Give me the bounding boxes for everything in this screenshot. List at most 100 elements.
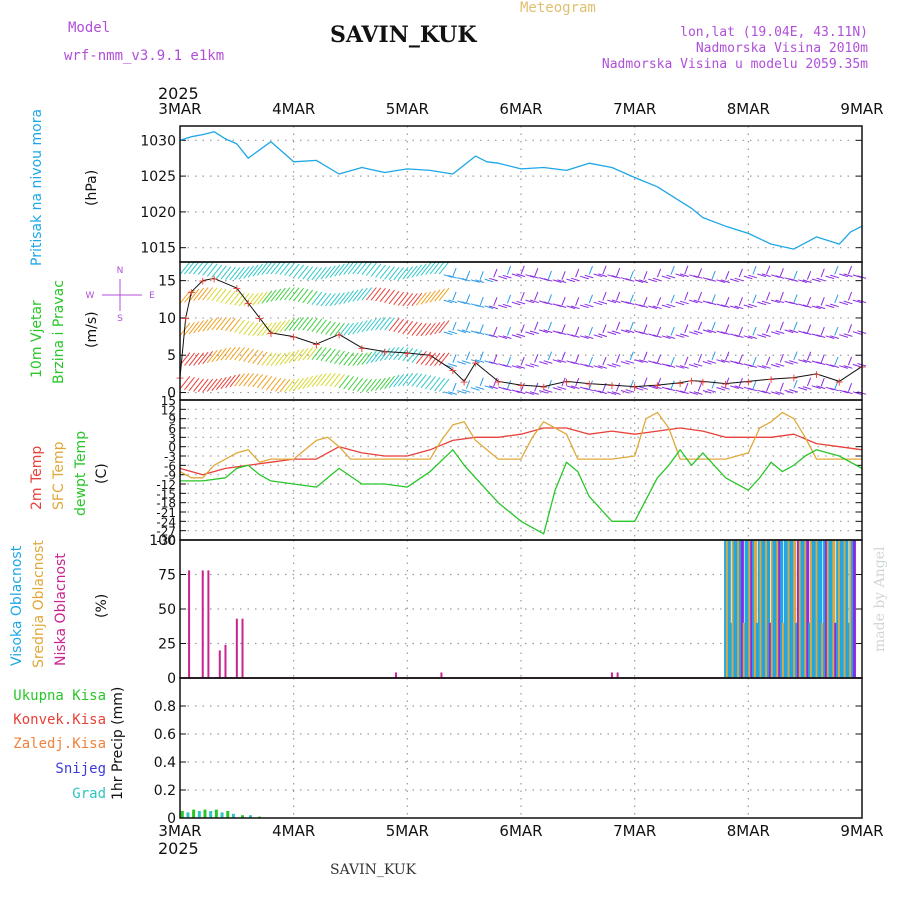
wind-barb [761,365,771,369]
wind-barb [470,279,480,283]
wind-barb [639,279,648,284]
wind-barb [234,292,245,306]
wind-barb [406,265,418,279]
wind-barb [234,373,245,387]
wind-barb [620,329,630,334]
wind-barb [279,319,291,333]
wind-barb [789,329,799,334]
wind-barb [193,261,204,275]
wind-barb [648,333,658,338]
wind-barb [188,261,200,275]
wind-barb [834,294,839,304]
wind-barb [475,331,485,335]
wind-barb [438,378,450,392]
wind-speed-marker: + [312,338,321,351]
wind-barb [275,352,286,366]
wind-speed-marker: + [698,375,707,388]
wind-barb [843,273,853,278]
wind-barb [261,290,273,304]
wind-barb [343,261,354,275]
temp-ytick-label: -3 [164,450,176,464]
wind-barb [197,261,209,275]
wind-barb [443,331,453,336]
wind-barb [338,262,350,276]
wind-barb [329,322,341,336]
wind-barb [830,387,839,392]
wind-barb [616,382,621,392]
wind-speed-marker: + [585,378,594,391]
wind-barb [288,263,300,277]
wind-barb [420,375,432,389]
wind-barb [679,300,689,305]
wind-barb [720,386,730,390]
wind-barb [689,299,698,304]
wind-barb [411,322,423,336]
wind-barb [697,321,703,331]
wind-barb [498,335,508,339]
wind-speed-marker: + [181,312,190,325]
wind-barb [325,293,336,307]
wind-barb [511,273,521,278]
wind-barb [743,335,753,339]
wind-barb [725,351,730,361]
wind-barb [843,390,853,395]
wind-barb [847,291,853,301]
top-day-tick-label: 5MAR [386,100,429,118]
wind-speed-marker: + [187,286,196,299]
wind-barb [670,265,675,275]
temp-ytick-label: -9 [164,469,176,483]
wind-barb [479,271,484,280]
wind-barb [306,346,318,361]
wind-speed-marker: + [357,342,366,355]
wind-barb [557,331,567,335]
wind-barb [334,322,345,337]
wind-barb [711,270,716,280]
wind-barb [607,364,617,368]
wind-barb [325,321,336,335]
wind-barb [234,266,245,281]
wind-barb [247,292,259,307]
legend-freezing-rain: Zaledj.Kisa [13,736,106,752]
wind-barb [316,347,327,361]
wind-barb [557,359,567,363]
wind-barb [570,305,580,310]
wind-barb [229,267,241,281]
wind-barb [270,321,282,335]
wind-barb [216,376,227,391]
wind-barb [625,389,635,393]
wind-speed-marker: + [630,381,639,394]
wind-barb [293,317,304,331]
wind-barb [516,365,526,369]
pressure-ytick-label: 1020 [140,205,176,221]
wind-barb [489,385,498,390]
wind-barb [539,390,548,394]
wind-barb [570,334,580,338]
wind-barb [256,351,268,365]
wind-barb [461,389,471,393]
wind-barb [584,364,594,368]
wind-barb [729,333,739,338]
wind-barb [511,301,521,306]
wind-barb-field [179,261,867,395]
wind-barb [702,390,712,394]
wind-barb [470,359,480,363]
wind-barb [343,376,354,390]
wind-barb [498,275,508,280]
wind-barb [834,326,839,336]
wind-barb [320,320,332,335]
wind-barb [711,379,716,389]
wind-barb [306,266,318,281]
wind-barb [420,322,432,337]
elevation-text: Nadmorska Visina 2010m [695,41,868,56]
wind-barb [693,363,703,367]
compass-east: E [149,291,155,301]
wind-barb [847,356,853,366]
wind-barb [311,346,323,361]
wind-barb [547,351,552,361]
wind-barb [516,390,526,395]
wind-barb [611,330,621,335]
temp-ytick-label: -6 [164,459,176,473]
wind-barb [725,297,730,306]
wind-barb [820,377,825,387]
wind-barb [675,334,685,338]
